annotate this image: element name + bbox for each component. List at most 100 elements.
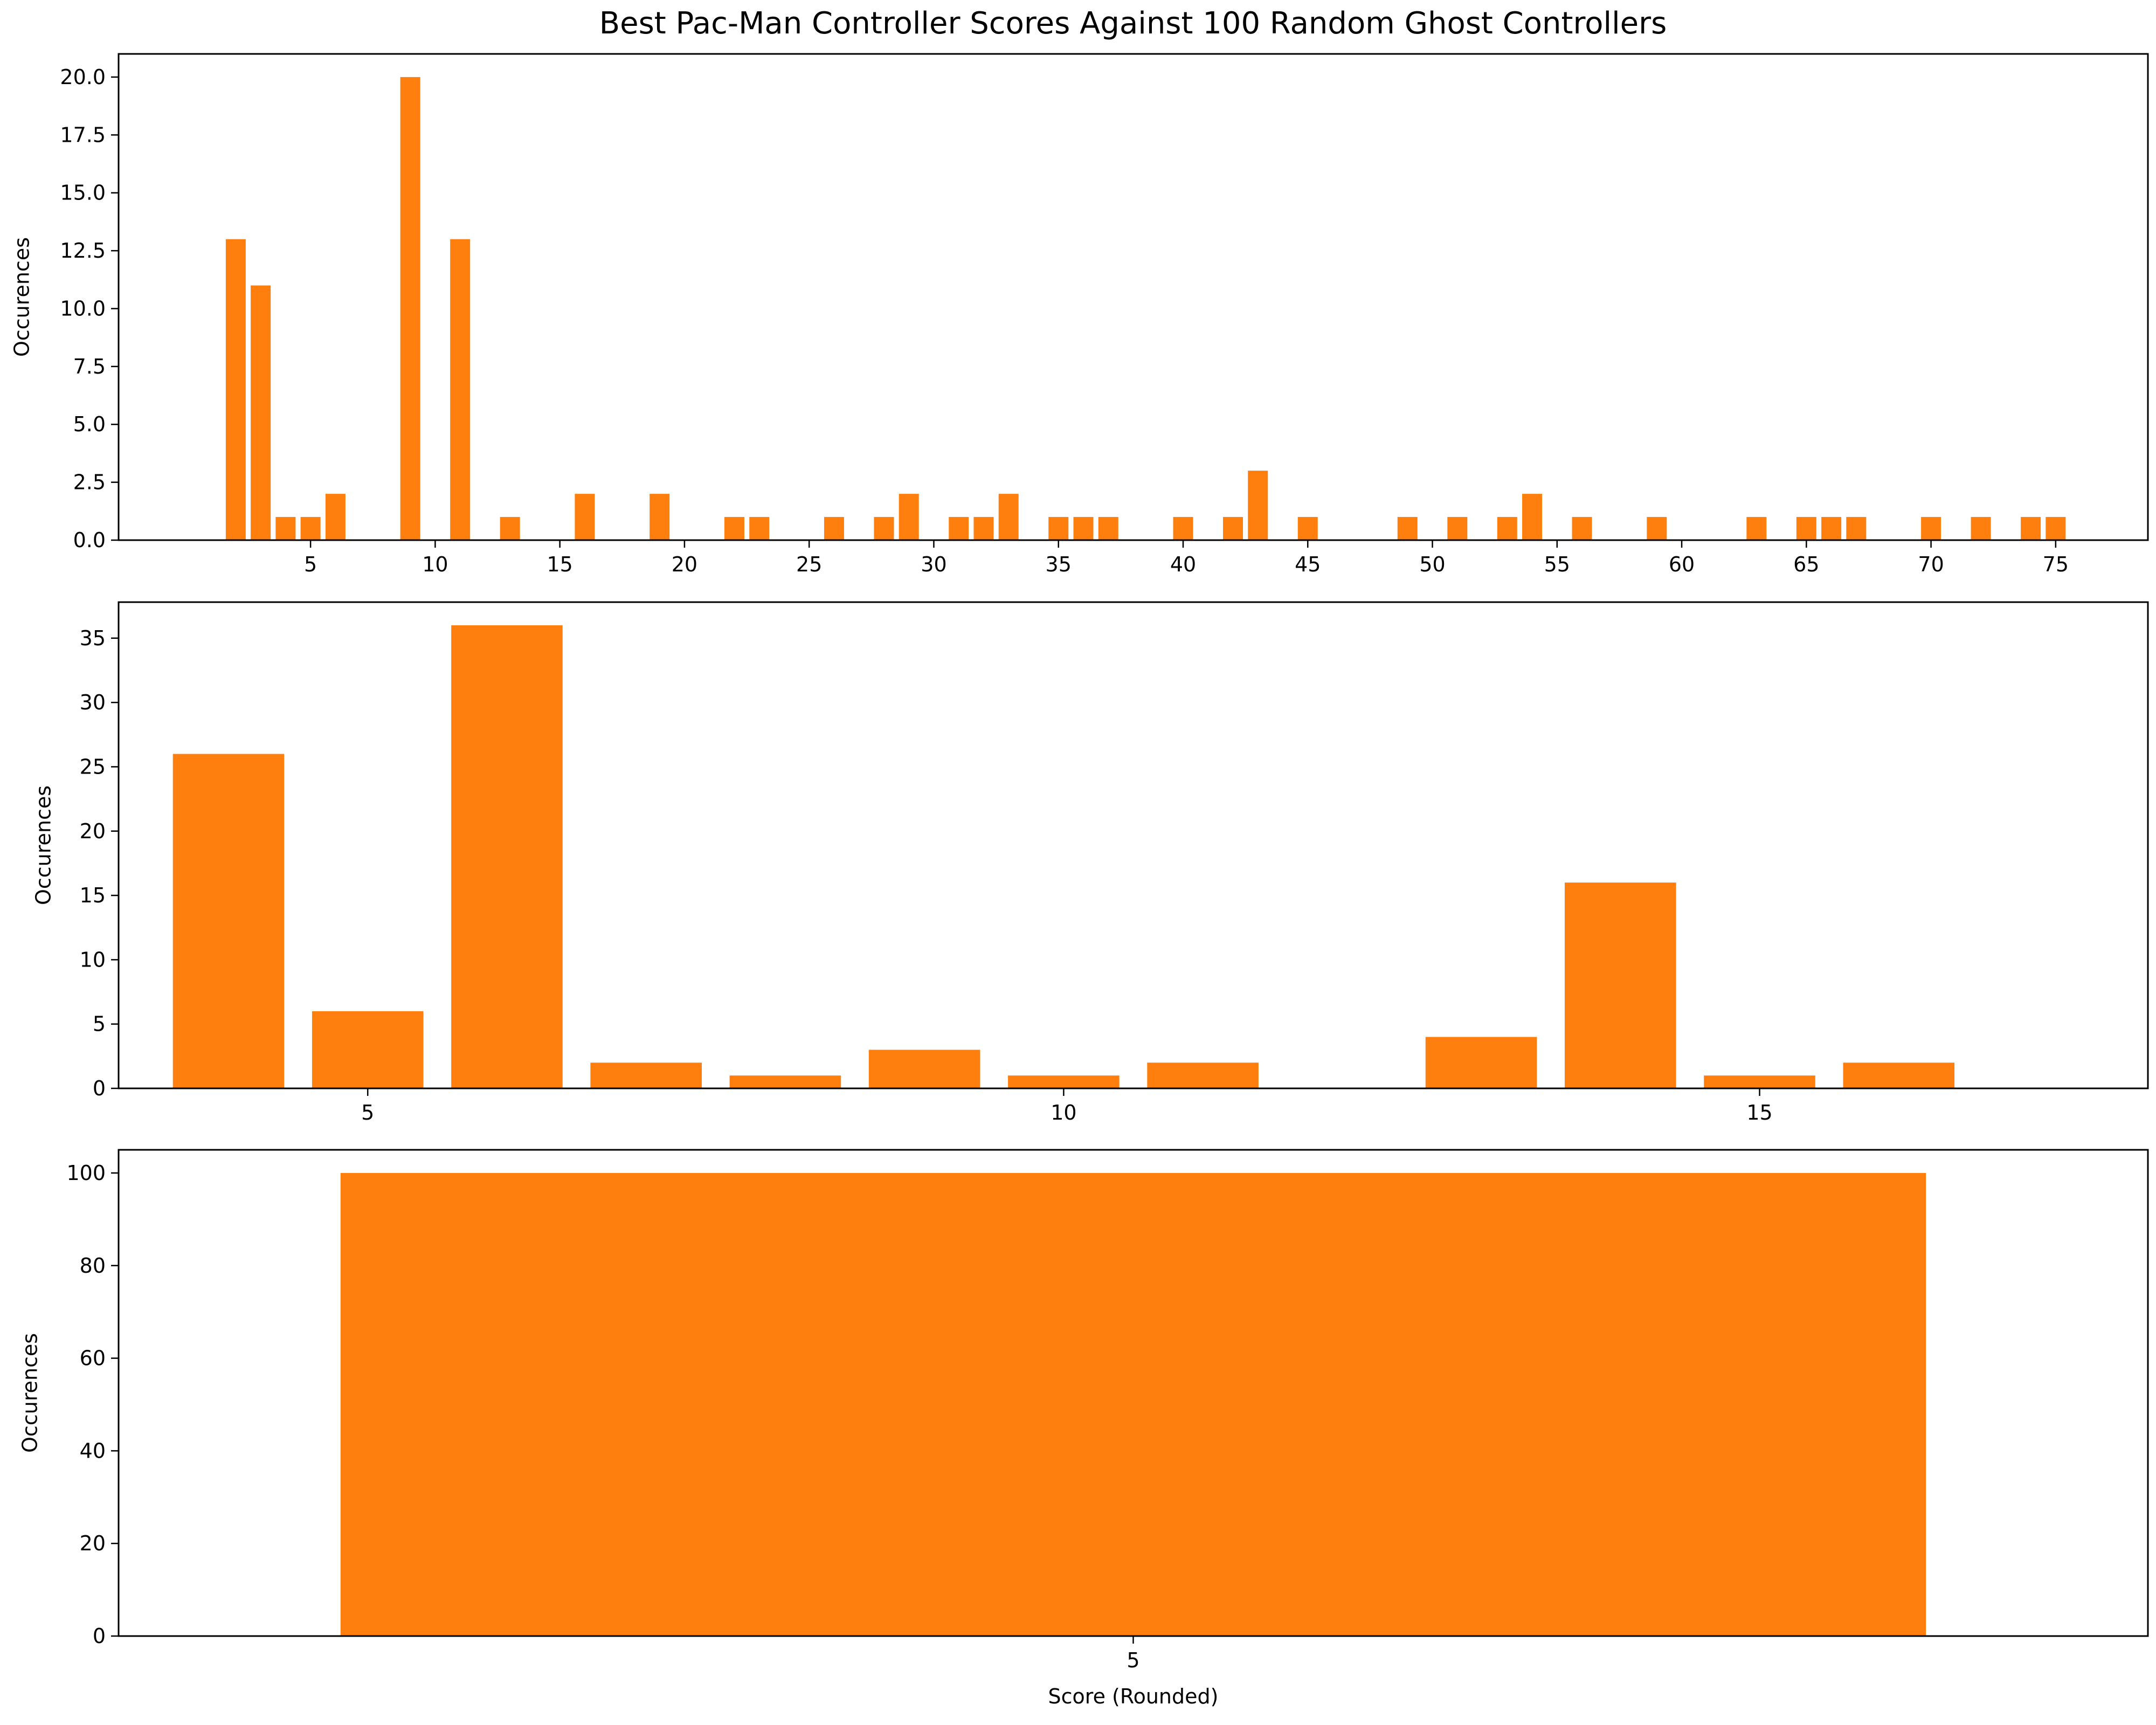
x-tick-label: 55	[1544, 553, 1570, 576]
x-tick-label: 45	[1295, 553, 1321, 576]
bar-53	[1497, 517, 1517, 540]
x-tick-label: 5	[1127, 1648, 1139, 1672]
bar-74	[2021, 517, 2041, 540]
y-tick-label: 0	[93, 1077, 106, 1100]
y-tick-label: 17.5	[60, 123, 106, 147]
bar-65	[1796, 517, 1816, 540]
bar-54	[1522, 494, 1543, 540]
bar-6	[451, 625, 563, 1088]
bar-40	[1173, 517, 1193, 540]
bar-11	[450, 239, 471, 541]
bar-8	[729, 1075, 841, 1088]
y-tick-label: 0.0	[73, 528, 106, 552]
bar-13	[500, 517, 520, 540]
bar-16	[1843, 1062, 1955, 1088]
bar-7	[590, 1062, 702, 1088]
y-tick-label: 35	[80, 626, 106, 650]
bar-9	[868, 1050, 980, 1088]
bar-15	[1704, 1075, 1815, 1088]
bar-29	[899, 494, 919, 540]
figure-title: Best Pac-Man Controller Scores Against 1…	[599, 6, 1667, 41]
bar-26	[824, 517, 844, 540]
bar-42	[1223, 517, 1243, 540]
subplot-3: 5 0 20 40 60 80 100 Occurences Score (Rounded)	[18, 1149, 2149, 1708]
bar-35	[1048, 517, 1069, 540]
y-tick-label: 25	[80, 755, 106, 778]
y-tick-label: 20	[80, 819, 106, 843]
bar-4	[172, 754, 285, 1088]
bar-6	[325, 494, 345, 540]
bar-3	[251, 285, 271, 540]
y-tick-label: 80	[80, 1254, 106, 1278]
bar-72	[1971, 517, 1991, 540]
bar-16	[575, 494, 595, 540]
x-tick-label: 65	[1793, 553, 1819, 576]
y-tick-label: 5.0	[73, 412, 106, 436]
y-tick-label: 40	[80, 1439, 106, 1462]
bar-43	[1248, 471, 1268, 540]
x-tick-label: 15	[1746, 1101, 1772, 1124]
y-axis-label: Occurences	[10, 237, 33, 357]
x-tick-label: 50	[1419, 553, 1445, 576]
y-tick-label: 10	[80, 948, 106, 971]
y-tick-label: 12.5	[60, 239, 106, 263]
bar-49	[1397, 517, 1418, 540]
x-tick-label: 25	[796, 553, 822, 576]
x-tick-label: 60	[1669, 553, 1695, 576]
y-tick-label: 20	[80, 1531, 106, 1555]
bar-36	[1073, 517, 1094, 540]
subplot-1: 5 10 15 20 25 30 35 40 45 50 55 60 65 70 75 0.0 2.5 5.0 7.…	[10, 53, 2149, 576]
bar-23	[749, 517, 770, 540]
x-tick-label: 10	[422, 553, 448, 576]
y-tick-label: 2.5	[73, 471, 106, 494]
bar-14	[1565, 882, 1676, 1088]
axes-frame	[118, 53, 2149, 541]
y-tick-label: 60	[80, 1347, 106, 1370]
y-tick-label: 15	[80, 884, 106, 907]
x-tick-label: 5	[304, 553, 317, 576]
bar-10	[1008, 1075, 1120, 1088]
x-tick-label: 40	[1170, 553, 1196, 576]
y-tick-label: 15.0	[60, 181, 106, 205]
y-tick-label: 100	[66, 1161, 106, 1185]
y-tick-label: 0	[93, 1624, 106, 1648]
bar-66	[1821, 517, 1842, 540]
y-tick-label: 5	[93, 1012, 106, 1036]
bar-5	[312, 1011, 424, 1088]
bar-37	[1098, 517, 1118, 540]
y-tick-label: 20.0	[60, 65, 106, 89]
x-tick-label: 70	[1918, 553, 1944, 576]
bar-5	[300, 517, 321, 540]
subplot-2: 5 10 15 0 5 10 15 20 25 30 35 Occurences	[31, 601, 2149, 1124]
bar-70	[1921, 517, 1941, 540]
x-tick-label: 35	[1046, 553, 1072, 576]
bar-51	[1447, 517, 1468, 540]
bar-11	[1147, 1062, 1259, 1088]
bar-59	[1647, 517, 1667, 540]
x-tick-label: 5	[361, 1101, 374, 1124]
bar-9	[400, 77, 420, 540]
x-tick-label: 75	[2043, 553, 2069, 576]
bar-32	[973, 517, 994, 540]
subplots: 5 10 15 20 25 30 35 40 45 50 55 60 65 70 750.02.55.07.…	[10, 53, 2149, 1708]
x-tick-label: 20	[672, 553, 697, 576]
bar-4	[275, 517, 296, 540]
bar-28	[874, 517, 894, 540]
axes-frame	[118, 601, 2149, 1089]
y-tick-label: 10.0	[60, 296, 106, 320]
x-tick-label: 30	[921, 553, 946, 576]
bar-56	[1572, 517, 1592, 540]
bar-75	[2046, 517, 2066, 540]
bar-2	[225, 239, 246, 541]
bar-13	[1425, 1037, 1537, 1088]
bar-45	[1297, 517, 1318, 540]
x-axis-label: Score (Rounded)	[1048, 1685, 1219, 1708]
x-tick-label: 15	[547, 553, 572, 576]
y-tick-label: 7.5	[73, 355, 106, 378]
bar-63	[1746, 517, 1767, 540]
y-axis-label: Occurences	[18, 1333, 42, 1453]
x-tick-label: 10	[1051, 1101, 1076, 1124]
bar-22	[724, 517, 744, 540]
bar-67	[1846, 517, 1867, 540]
